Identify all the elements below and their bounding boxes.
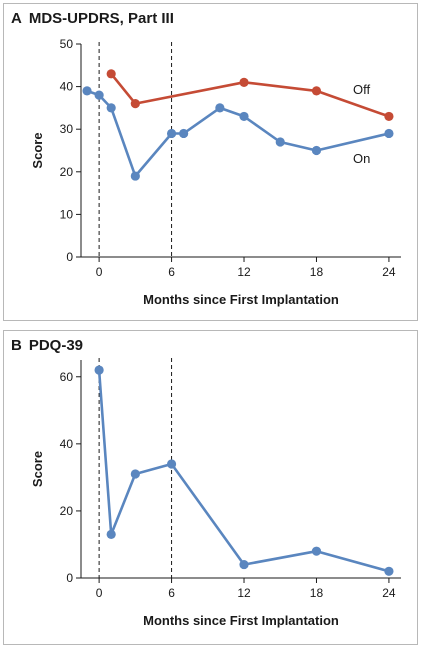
chart-a-x-tick-label: 18 — [310, 265, 324, 279]
chart-b-y-tick-label: 60 — [60, 370, 74, 384]
chart-b-y-tick-label: 0 — [66, 571, 73, 585]
chart-b-series-point-0 — [106, 529, 116, 539]
chart-b-series-point-0 — [94, 365, 104, 375]
chart-a-series-point-1 — [239, 111, 249, 122]
chart-a-x-tick-label: 0 — [96, 265, 103, 279]
chart-b-series-point-0 — [239, 559, 249, 570]
chart-a-series-point-1 — [384, 128, 394, 139]
chart-a-x-axis-title: Months since First Implantation — [143, 292, 339, 307]
chart-b-x-tick-label: 12 — [237, 586, 251, 600]
chart-a-svg: 0 10 20 30 40 50 0 6 12 18 24 Months since First Im… — [30, 37, 401, 307]
panel-a-title: MDS-UPDRS, Part III — [28, 10, 174, 27]
panel-a-letter: A — [11, 10, 22, 27]
chart-b-y-axis-title: Score — [30, 451, 45, 487]
chart-a-y-tick-label: 30 — [60, 122, 74, 136]
chart-a-x-tick-label: 12 — [237, 265, 251, 279]
chart-a-series-point-0 — [239, 77, 249, 87]
chart-a-series-point-0 — [106, 69, 116, 79]
chart-b-x-tick-label: 18 — [310, 586, 324, 600]
chart-a-series-line-0 — [110, 72, 390, 118]
chart-a-series-point-1 — [179, 128, 189, 139]
chart-a-y-tick-label: 40 — [60, 80, 74, 94]
chart-a-y-tick-label: 20 — [60, 165, 74, 179]
chart-a-series-point-1 — [106, 103, 116, 113]
chart-b-x-tick-label: 24 — [382, 586, 396, 600]
chart-a-y-axis-title: Score — [30, 132, 45, 168]
chart-a-series-point-1 — [215, 103, 225, 113]
chart-b-series-line-0 — [97, 370, 390, 573]
chart-b-series-point-0 — [130, 469, 140, 479]
chart-b-x-tick-label: 0 — [96, 586, 103, 600]
panel-a: A MDS-UPDRS, Part III 0 10 20 30 40 50 0 6 12 18 24… — [3, 3, 418, 321]
chart-a-series-point-1 — [311, 145, 322, 156]
panel-b-header: B PDQ-39 — [11, 337, 83, 354]
panel-b: B PDQ-39 0 20 40 60 0 6 12 18 24 Months since Firs… — [3, 330, 418, 645]
chart-b-svg: 0 20 40 60 0 6 12 18 24 Months since First Implan… — [30, 358, 401, 628]
chart-a-series-label-1: On — [353, 151, 370, 166]
chart-a-y-tick-label: 10 — [60, 207, 74, 221]
panel-a-header: A MDS-UPDRS, Part III — [11, 10, 174, 27]
chart-a-series-point-1 — [82, 86, 92, 96]
chart-a-series-point-1 — [166, 128, 177, 139]
chart-b-series-point-0 — [166, 459, 177, 469]
chart-b-y-tick-label: 40 — [60, 437, 74, 451]
chart-a-series-label-0: Off — [353, 82, 370, 97]
chart-b-x-axis-title: Months since First Implantation — [143, 613, 339, 628]
chart-a-y-tick-label: 0 — [66, 250, 73, 264]
chart-b-series-point-0 — [311, 546, 322, 556]
chart-a-series-point-0 — [311, 86, 322, 96]
chart-b-y-tick-label: 20 — [60, 504, 74, 518]
chart-b-series-point-0 — [384, 566, 394, 576]
chart-a-y-tick-label: 50 — [60, 37, 74, 51]
panel-b-title: PDQ-39 — [28, 337, 84, 354]
panel-b-letter: B — [11, 337, 22, 354]
chart-a-x-tick-label: 24 — [382, 265, 396, 279]
chart-a-series-point-1 — [275, 137, 285, 147]
chart-a-series-point-1 — [94, 90, 104, 100]
chart-a-x-tick-label: 6 — [168, 265, 175, 279]
chart-a-series-point-0 — [384, 111, 394, 122]
chart-b-x-tick-label: 6 — [168, 586, 175, 600]
chart-a-series-point-0 — [130, 99, 140, 109]
chart-a-series-point-1 — [130, 171, 140, 181]
